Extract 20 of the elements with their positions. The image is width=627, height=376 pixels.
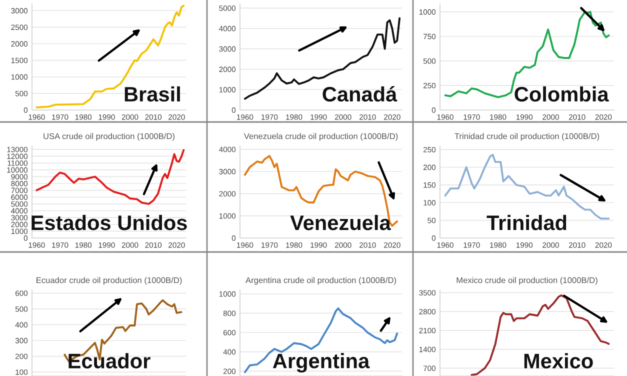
annotation: Argentina [272,353,370,373]
annotation: Colombia [514,86,609,102]
chart-title: Mexico crude oil production (1000B/D) [456,277,598,285]
annotation: Estados Unidos [32,214,187,230]
line-series [244,307,398,374]
chart-title: Trinidad crude oil production (1000B/D) [454,133,600,141]
chart-title: Ecuador crude oil production (1000B/D) [36,277,182,285]
annotation: Venezuela [290,214,391,230]
line-series [244,17,401,100]
line-series [36,149,185,205]
line-series [36,4,185,108]
annotation: Trinidad [486,214,566,230]
chart-title: Argentina crude oil production (1000B/D) [246,277,396,285]
annotation: Ecuador [68,353,150,368]
annotation: Canadá [322,86,398,102]
chart-title: Venezuela crude oil production (1000B/D) [244,133,398,141]
annotation: Brasil [124,86,180,102]
annotation: Mexico [524,353,593,368]
chart-title: USA crude oil production (1000B/D) [44,133,174,141]
line-series [470,294,610,376]
